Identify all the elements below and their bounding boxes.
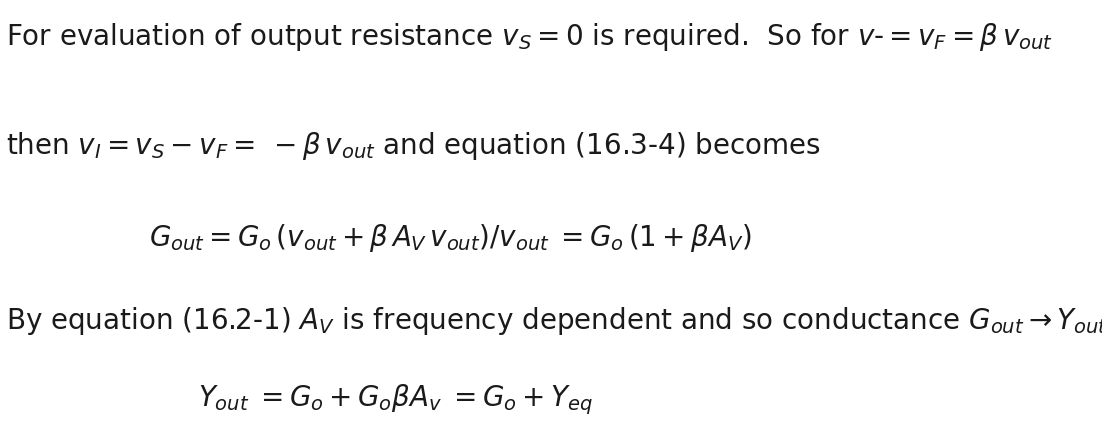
- Text: $Y_{out}\; = G_o + G_o\beta A_v\; = G_o + Y_{eq}$: $Y_{out}\; = G_o + G_o\beta A_v\; = G_o …: [198, 382, 593, 417]
- Text: then $v_I = v_S - v_F =\;  -\beta\, v_{out}$ and equation (16.3-4) becomes: then $v_I = v_S - v_F =\; -\beta\, v_{ou…: [6, 130, 821, 163]
- Text: For evaluation of output resistance $v_S = 0$ is required.  So for $v\text{-} = : For evaluation of output resistance $v_S…: [6, 21, 1052, 53]
- Text: $G_{out} = G_o\,(v_{out} + \beta\, A_V\, v_{out})/v_{out}\; = G_o\,(1 + \beta A_: $G_{out} = G_o\,(v_{out} + \beta\, A_V\,…: [149, 222, 752, 254]
- Text: By equation (16.2-1) $A_V$ is frequency dependent and so conductance $G_{out} \r: By equation (16.2-1) $A_V$ is frequency …: [6, 305, 1102, 337]
